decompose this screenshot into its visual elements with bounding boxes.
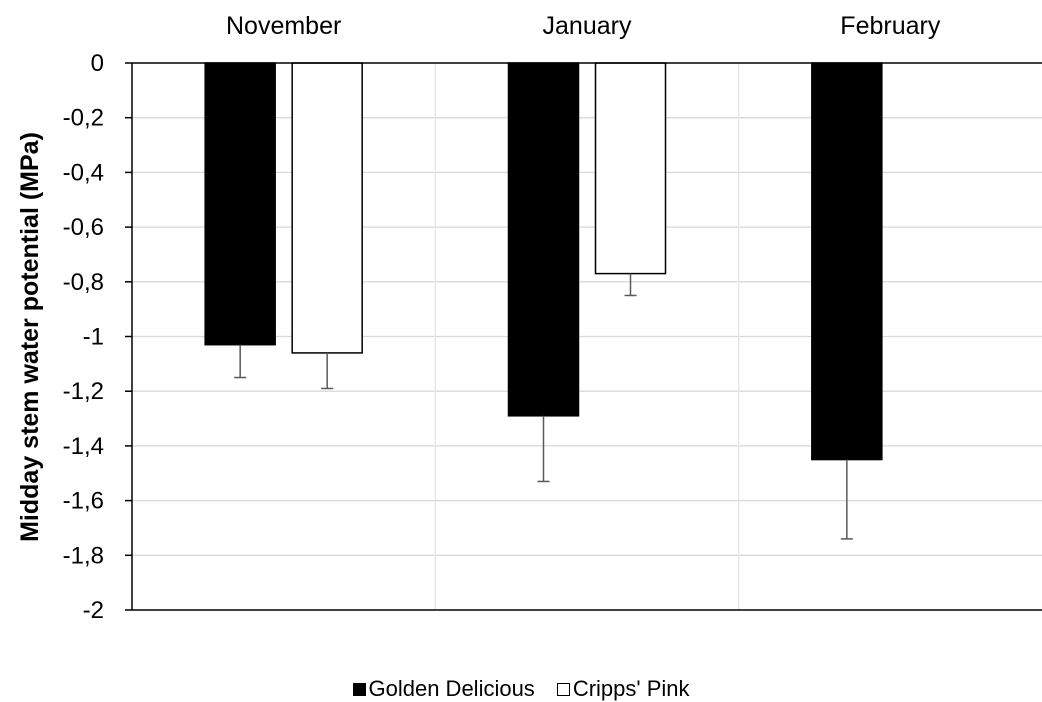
gridlines (132, 63, 1042, 610)
bar-chart: 0 -0,2 -0,4 -0,6 -0,8 -1 -1,2 -1,4 -1,6 -1,8 -2 No… (16, 12, 1042, 624)
y-tick-label: -1,4 (63, 433, 104, 460)
bar (811, 62, 883, 461)
legend-swatch-cripps-pink (556, 682, 570, 696)
bar (594, 62, 667, 275)
legend-item-golden-delicious: Golden Delicious (352, 676, 535, 702)
y-tick-label: -0,8 (63, 269, 104, 296)
x-tick-label: January (543, 12, 632, 40)
y-tick-label: -0,6 (63, 214, 104, 241)
x-tick-labels: November January February (226, 12, 941, 40)
axes (125, 62, 1042, 611)
bar (204, 62, 276, 346)
legend-swatch-golden-delicious (352, 682, 366, 696)
y-tick-label: -1,2 (63, 378, 104, 405)
legend-item-cripps-pink: Cripps' Pink (556, 676, 690, 702)
y-axis-label: Midday stem water potential (MPa) (16, 132, 44, 542)
y-tick-label: 0 (91, 50, 104, 77)
y-tick-label: -2 (83, 597, 104, 624)
bar (507, 62, 580, 417)
error-bars (234, 273, 853, 540)
bar (291, 62, 363, 354)
y-tick-label: -1,6 (63, 488, 104, 515)
legend-label-cripps-pink: Cripps' Pink (572, 676, 690, 701)
x-tick-label: February (840, 12, 941, 40)
y-tick-label: -1 (83, 324, 104, 351)
legend: Golden Delicious Cripps' Pink (0, 676, 1042, 702)
y-tick-label: -0,2 (63, 105, 104, 132)
y-tick-labels: 0 -0,2 -0,4 -0,6 -0,8 -1 -1,2 -1,4 -1,6 -1,8 -2 (63, 50, 104, 624)
bars (204, 62, 883, 461)
y-tick-label: -1,8 (63, 542, 104, 569)
x-tick-label: November (226, 12, 341, 40)
y-tick-label: -0,4 (63, 159, 104, 186)
legend-label-golden-delicious: Golden Delicious (368, 676, 535, 701)
